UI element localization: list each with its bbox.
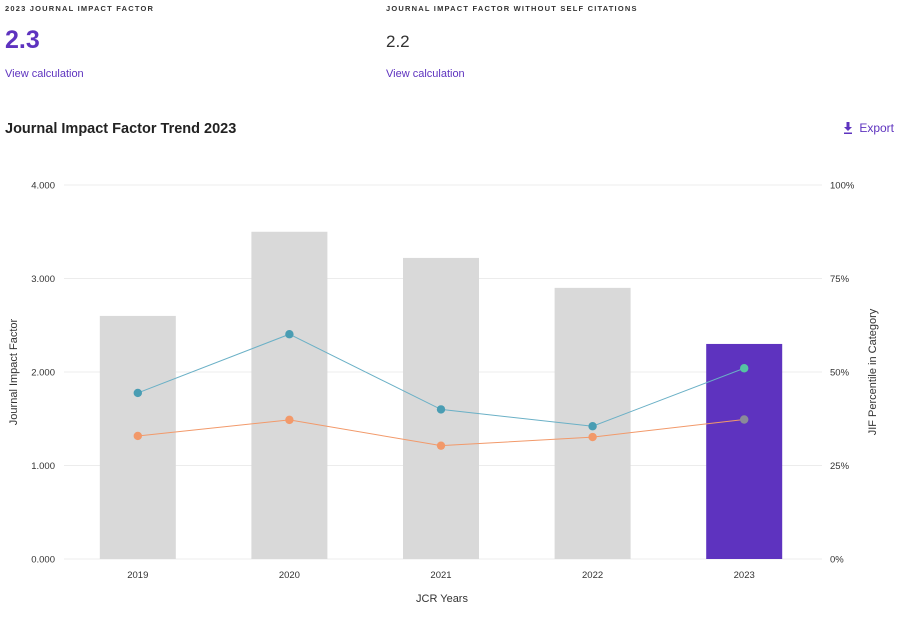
data-point bbox=[285, 415, 294, 425]
bar bbox=[251, 231, 328, 559]
x-tick-label: 2022 bbox=[582, 570, 603, 581]
data-point bbox=[133, 431, 142, 441]
jif-no-self-value: 2.2 bbox=[386, 32, 410, 51]
y-tick-label: 4.000 bbox=[31, 181, 55, 192]
jif-view-calculation-link[interactable]: View calculation bbox=[5, 68, 84, 80]
y-axis-label: Journal Impact Factor bbox=[8, 318, 20, 425]
bar bbox=[706, 343, 783, 559]
y-axis-right-label: JIF Percentile in Category bbox=[867, 308, 879, 435]
jif-no-self-label: JOURNAL IMPACT FACTOR WITHOUT SELF CITAT… bbox=[386, 4, 638, 13]
data-point bbox=[588, 432, 597, 442]
jif-value: 2.3 bbox=[5, 26, 40, 54]
data-point bbox=[588, 422, 597, 431]
y-right-tick-label: 100% bbox=[830, 181, 855, 192]
x-tick-label: 2020 bbox=[279, 570, 300, 581]
y-tick-label: 2.000 bbox=[31, 368, 55, 379]
y-tick-label: 3.000 bbox=[31, 274, 55, 285]
export-button[interactable]: Export bbox=[843, 121, 894, 135]
data-point bbox=[133, 388, 142, 398]
x-axis-label: JCR Years bbox=[416, 593, 468, 605]
export-label: Export bbox=[859, 121, 894, 135]
x-tick-label: 2019 bbox=[127, 570, 148, 581]
jif-no-self-view-calculation-link[interactable]: View calculation bbox=[386, 68, 465, 80]
download-icon bbox=[843, 122, 853, 134]
data-point bbox=[436, 441, 446, 450]
y-right-tick-label: 0% bbox=[830, 555, 844, 566]
x-tick-label: 2023 bbox=[734, 570, 755, 581]
y-right-tick-label: 25% bbox=[830, 461, 850, 472]
data-point bbox=[285, 330, 294, 339]
y-right-tick-label: 75% bbox=[830, 274, 850, 285]
jif-label: 2023 JOURNAL IMPACT FACTOR bbox=[5, 4, 155, 13]
chart-title: Journal Impact Factor Trend 2023 bbox=[5, 121, 237, 137]
y-tick-label: 1.000 bbox=[31, 461, 55, 472]
y-tick-label: 0.000 bbox=[31, 555, 55, 566]
data-point bbox=[740, 364, 749, 373]
x-tick-label: 2021 bbox=[430, 570, 451, 581]
y-right-tick-label: 50% bbox=[830, 368, 850, 379]
data-point bbox=[740, 415, 749, 424]
data-point bbox=[436, 405, 446, 414]
